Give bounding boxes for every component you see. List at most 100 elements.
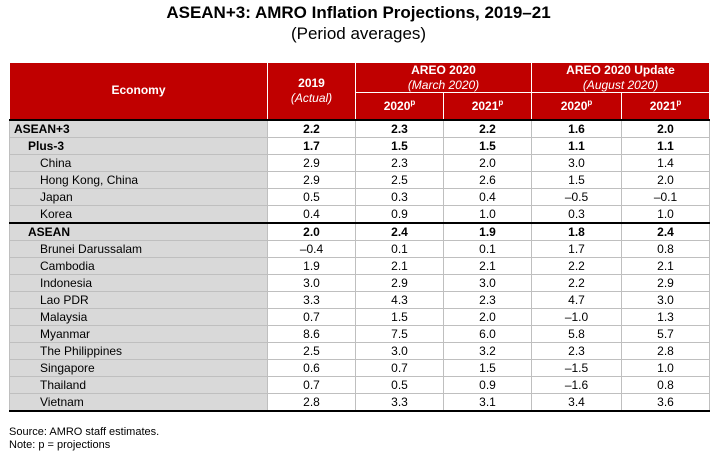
value-cell: 1.5 [355, 307, 444, 326]
value-cell: 2.8 [620, 341, 711, 360]
value-cell: 0.5 [355, 375, 444, 394]
value-cell: 0.9 [355, 204, 444, 223]
table-row: Brunei Darussalam –0.4 0.1 0.1 1.7 0.8 [9, 239, 711, 258]
table-title: ASEAN+3: AMRO Inflation Projections, 201… [166, 3, 551, 22]
economy-name: Lao PDR [9, 290, 268, 309]
value-cell: 0.1 [355, 239, 444, 258]
value-cell: –0.1 [620, 187, 711, 206]
table-row: Japan 0.5 0.3 0.4 –0.5 –0.1 [9, 187, 711, 206]
table-row: Lao PDR 3.3 4.3 2.3 4.7 3.0 [9, 290, 711, 309]
value-cell: 1.9 [443, 221, 532, 241]
value-cell: 0.9 [443, 375, 532, 394]
value-cell: 2.0 [620, 170, 711, 189]
header-march-2020: 2020p [355, 92, 444, 120]
table-row: Singapore 0.6 0.7 1.5 –1.5 1.0 [9, 358, 711, 377]
table-row: Hong Kong, China 2.9 2.5 2.6 1.5 2.0 [9, 170, 711, 189]
source-note: Source: AMRO staff estimates. [9, 426, 160, 438]
value-cell: 1.4 [620, 153, 711, 172]
value-cell: –1.6 [531, 375, 622, 394]
value-cell: 1.0 [620, 358, 711, 377]
value-cell: 2.1 [355, 256, 444, 275]
value-cell: 2.2 [443, 118, 532, 138]
projection-note: Note: p = projections [9, 439, 111, 451]
value-cell: 2.1 [620, 256, 711, 275]
inflation-table: Economy 2019 (Actual) AREO 2020 (March 2… [9, 62, 711, 412]
value-cell: 2.3 [531, 341, 622, 360]
value-cell: 2.4 [355, 221, 444, 241]
value-cell: 0.7 [355, 358, 444, 377]
header-march-2021: 2021p [443, 92, 532, 120]
table-row: ASEAN 2.0 2.4 1.9 1.8 2.4 [9, 221, 711, 241]
economy-name: Brunei Darussalam [9, 239, 268, 258]
value-cell: 2.9 [355, 273, 444, 292]
economy-name: ASEAN [9, 221, 268, 241]
value-cell: 4.3 [355, 290, 444, 309]
table-row: Plus-3 1.7 1.5 1.5 1.1 1.1 [9, 136, 711, 155]
value-cell: 3.1 [443, 392, 532, 412]
value-cell: 1.5 [443, 136, 532, 155]
value-cell: 2.5 [267, 341, 356, 360]
value-cell: 3.0 [620, 290, 711, 309]
value-cell: 0.7 [267, 375, 356, 394]
value-cell: 1.5 [443, 358, 532, 377]
header-economy: Economy [9, 62, 268, 120]
value-cell: 3.6 [620, 392, 711, 412]
value-cell: 2.9 [620, 273, 711, 292]
table-row: Thailand 0.7 0.5 0.9 –1.6 0.8 [9, 375, 711, 394]
value-cell: 5.7 [620, 324, 711, 343]
economy-name: China [9, 153, 268, 172]
value-cell: 3.0 [267, 273, 356, 292]
value-cell: 2.9 [267, 153, 356, 172]
value-cell: 3.3 [355, 392, 444, 412]
value-cell: 0.8 [620, 239, 711, 258]
value-cell: 0.8 [620, 375, 711, 394]
economy-name: Korea [9, 204, 268, 223]
table-row: Cambodia 1.9 2.1 2.1 2.2 2.1 [9, 256, 711, 275]
value-cell: 1.1 [531, 136, 622, 155]
value-cell: 0.3 [531, 204, 622, 223]
value-cell: 2.6 [443, 170, 532, 189]
value-cell: 1.5 [355, 136, 444, 155]
economy-name: Plus-3 [9, 136, 268, 155]
table-row: Vietnam 2.8 3.3 3.1 3.4 3.6 [9, 392, 711, 412]
value-cell: –1.5 [531, 358, 622, 377]
value-cell: –1.0 [531, 307, 622, 326]
value-cell: 1.1 [620, 136, 711, 155]
value-cell: 1.7 [531, 239, 622, 258]
value-cell: 1.5 [531, 170, 622, 189]
value-cell: 3.0 [355, 341, 444, 360]
value-cell: 2.4 [620, 221, 711, 241]
value-cell: 2.2 [531, 256, 622, 275]
value-cell: 2.2 [267, 118, 356, 138]
header-2019: 2019 (Actual) [267, 62, 356, 120]
value-cell: 2.1 [443, 256, 532, 275]
value-cell: 3.3 [267, 290, 356, 309]
economy-name: Singapore [9, 358, 268, 377]
value-cell: 3.2 [443, 341, 532, 360]
economy-name: The Philippines [9, 341, 268, 360]
value-cell: 1.8 [531, 221, 622, 241]
table-row: Indonesia 3.0 2.9 3.0 2.2 2.9 [9, 273, 711, 292]
table-row: China 2.9 2.3 2.0 3.0 1.4 [9, 153, 711, 172]
value-cell: 1.0 [443, 204, 532, 223]
economy-name: Thailand [9, 375, 268, 394]
value-cell: –0.5 [531, 187, 622, 206]
economy-name: ASEAN+3 [9, 118, 268, 138]
value-cell: –0.4 [267, 239, 356, 258]
table-row: Korea 0.4 0.9 1.0 0.3 1.0 [9, 204, 711, 223]
value-cell: 4.7 [531, 290, 622, 309]
table-row: The Philippines 2.5 3.0 3.2 2.3 2.8 [9, 341, 711, 360]
value-cell: 2.0 [620, 118, 711, 138]
header-august-2020: 2020p [531, 92, 622, 120]
value-cell: 1.6 [531, 118, 622, 138]
value-cell: 0.7 [267, 307, 356, 326]
economy-name: Cambodia [9, 256, 268, 275]
value-cell: 2.5 [355, 170, 444, 189]
economy-name: Japan [9, 187, 268, 206]
value-cell: 1.3 [620, 307, 711, 326]
economy-name: Myanmar [9, 324, 268, 343]
header-areo-august: AREO 2020 Update (August 2020) [530, 62, 711, 93]
value-cell: 0.4 [267, 204, 356, 223]
value-cell: 0.6 [267, 358, 356, 377]
value-cell: 1.7 [267, 136, 356, 155]
